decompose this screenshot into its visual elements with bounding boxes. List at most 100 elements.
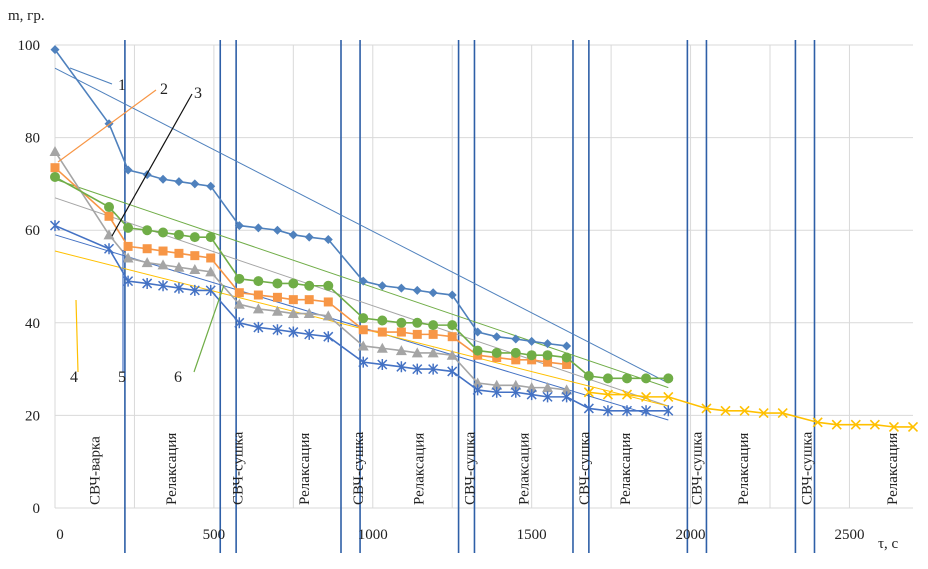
data-point-2-3 <box>142 244 152 254</box>
data-point-6-23 <box>526 350 537 361</box>
series-6 <box>50 171 674 384</box>
data-point-5-19 <box>447 365 458 377</box>
stage-label-12: СВЧ-сушка <box>799 431 815 505</box>
data-point-5-17 <box>412 363 423 375</box>
data-point-1-22 <box>511 334 521 344</box>
data-point-4-6 <box>720 405 731 416</box>
data-point-6-10 <box>272 278 283 289</box>
data-point-6-6 <box>189 232 200 243</box>
data-point-1-23 <box>527 336 537 346</box>
data-point-3-23 <box>526 382 538 393</box>
stage-label-13: Релаксация <box>885 433 901 505</box>
data-point-1-2 <box>123 165 133 175</box>
stage-label-8: СВЧ-сушка <box>577 431 593 505</box>
data-point-4-12 <box>850 419 861 430</box>
data-point-4-11 <box>831 419 842 430</box>
data-point-6-7 <box>205 232 216 243</box>
series-5 <box>49 220 674 417</box>
data-point-6-28 <box>622 373 632 384</box>
data-point-3-12 <box>303 308 315 319</box>
data-point-5-29 <box>641 405 652 417</box>
y-axis-label: m, гр. <box>8 8 45 24</box>
data-point-4-14 <box>888 421 899 433</box>
data-point-5-4 <box>158 280 169 292</box>
stage-boundaries <box>124 40 816 553</box>
data-point-1-12 <box>304 232 314 242</box>
stage-label-1: Релаксация <box>164 433 180 505</box>
data-point-1-14 <box>358 276 368 286</box>
data-point-6-11 <box>288 278 299 289</box>
data-point-5-27 <box>602 405 613 417</box>
data-point-3-17 <box>411 347 423 358</box>
data-point-6-2 <box>123 222 134 233</box>
data-point-6-5 <box>173 229 184 240</box>
data-point-4-4 <box>663 391 674 402</box>
data-point-6-21 <box>491 347 502 358</box>
data-point-6-27 <box>602 373 613 384</box>
data-point-5-6 <box>189 284 200 296</box>
data-point-1-19 <box>447 290 457 300</box>
series-group <box>49 45 919 433</box>
data-point-1-7 <box>206 181 216 191</box>
data-point-3-11 <box>287 308 299 319</box>
data-point-2-19 <box>447 332 457 342</box>
data-point-5-15 <box>377 358 388 370</box>
callout-line-3 <box>111 93 193 237</box>
data-point-6-16 <box>396 317 407 328</box>
data-point-1-5 <box>174 177 184 187</box>
data-point-4-13 <box>869 419 880 430</box>
data-point-1-4 <box>158 174 168 184</box>
data-point-6-18 <box>428 320 439 331</box>
data-point-6-22 <box>510 347 521 358</box>
data-point-4-5 <box>701 403 712 414</box>
data-point-6-20 <box>472 345 483 356</box>
data-point-5-13 <box>323 331 334 343</box>
data-point-3-20 <box>472 377 484 388</box>
data-point-6-15 <box>377 315 388 326</box>
data-point-1-1 <box>104 119 114 129</box>
data-point-2-5 <box>174 248 184 258</box>
stage-label-0: СВЧ-варка <box>87 436 103 505</box>
data-point-4-1 <box>602 389 613 400</box>
data-point-5-18 <box>428 363 439 375</box>
data-point-3-16 <box>395 345 407 356</box>
data-point-4-7 <box>739 405 750 416</box>
data-point-5-20 <box>472 384 483 396</box>
data-point-5-3 <box>142 277 153 289</box>
data-point-3-25 <box>561 384 573 395</box>
data-point-6-30 <box>663 373 674 384</box>
data-point-3-0 <box>49 145 61 156</box>
data-point-5-12 <box>304 328 315 340</box>
stage-label-3: Релаксация <box>297 433 313 505</box>
stage-label-11: Релаксация <box>736 433 752 505</box>
data-point-5-5 <box>173 282 184 294</box>
y-tick-label-5: 100 <box>18 38 41 54</box>
data-point-4-3 <box>641 391 652 402</box>
data-point-3-21 <box>491 379 503 390</box>
data-point-3-7 <box>205 266 217 277</box>
data-point-2-8 <box>234 288 244 298</box>
callout-label-2: 2 <box>160 81 168 98</box>
y-tick-label-3: 60 <box>25 223 40 239</box>
data-point-6-17 <box>412 317 423 328</box>
data-point-2-18 <box>428 329 438 339</box>
data-point-1-18 <box>428 288 438 298</box>
data-point-6-14 <box>358 313 369 324</box>
data-point-1-13 <box>323 234 333 244</box>
data-point-1-10 <box>272 225 282 235</box>
data-point-2-13 <box>323 297 333 307</box>
data-point-5-16 <box>396 361 407 373</box>
data-point-4-10 <box>812 417 823 428</box>
data-point-5-14 <box>358 356 369 368</box>
callout-label-3: 3 <box>194 85 202 102</box>
data-point-6-1 <box>104 202 115 213</box>
data-point-2-17 <box>412 329 422 339</box>
data-point-1-15 <box>377 281 387 291</box>
data-point-5-28 <box>621 405 633 417</box>
data-point-1-0 <box>50 45 60 55</box>
stage-label-10: СВЧ-сушка <box>690 431 706 505</box>
data-point-5-1 <box>103 243 115 255</box>
data-point-3-13 <box>322 310 334 321</box>
callout-label-4: 4 <box>70 369 78 386</box>
stage-label-2: СВЧ-сушка <box>230 431 246 505</box>
